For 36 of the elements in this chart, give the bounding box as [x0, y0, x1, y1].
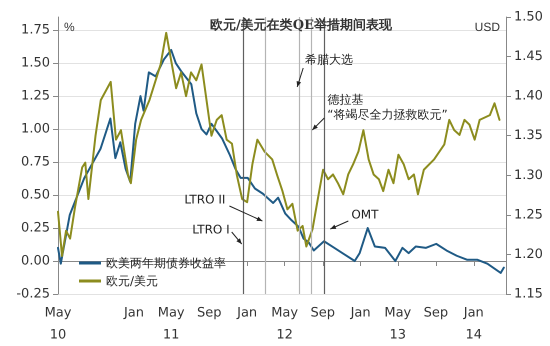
y-axis-title: %: [64, 20, 75, 34]
y-tick-label: 1.50: [21, 56, 50, 71]
y-tick-label: 1.75: [21, 22, 50, 38]
legend-label: 欧美两年期债券收益率: [106, 256, 226, 270]
ref-line-label: OMT: [351, 208, 380, 222]
ref-line-label: LTRO II: [184, 192, 226, 206]
y-tick-label: 0.50: [21, 188, 50, 203]
y2-tick-label: 1.45: [514, 49, 543, 64]
ref-line-label: 德拉基 “将竭尽全力拯救欧元”: [327, 92, 448, 122]
y-tick-label: 0.00: [21, 254, 50, 269]
y2-tick-label: 1.30: [514, 168, 543, 183]
x-tick-label: Sep: [424, 306, 448, 320]
y-tick-label: 0.75: [21, 154, 50, 170]
x-tick-label: Jan: [350, 306, 371, 320]
y-tick-label: 1.00: [21, 122, 50, 137]
y-tick-label: -0.25: [16, 286, 50, 302]
x-tick-label: Jan: [236, 306, 258, 320]
legend-label: 欧元/美元: [106, 274, 158, 288]
x-tick-label: May 11: [158, 306, 185, 342]
y2-tick-label: 1.15: [514, 286, 543, 302]
y2-tick-label: 1.35: [514, 128, 543, 144]
y2-axis-title: USD: [474, 20, 500, 34]
y-tick-label: 0.25: [21, 220, 50, 236]
x-tick-label: May 10: [44, 306, 72, 342]
x-tick-label: Jan: [122, 306, 144, 320]
x-tick-label: May 13: [384, 306, 412, 342]
y2-tick-label: 1.50: [514, 10, 543, 24]
x-tick-label: Jan 14: [462, 306, 484, 342]
ref-line-label: LTRO I: [192, 222, 230, 236]
y-tick-label: 1.25: [21, 88, 50, 104]
x-tick-label: Sep: [310, 306, 336, 320]
x-tick-label: May 12: [271, 306, 298, 342]
y2-tick-label: 1.40: [514, 88, 543, 104]
y2-tick-label: 1.25: [514, 207, 543, 222]
x-tick-label: Sep: [197, 306, 222, 320]
y2-tick-label: 1.20: [514, 246, 543, 262]
